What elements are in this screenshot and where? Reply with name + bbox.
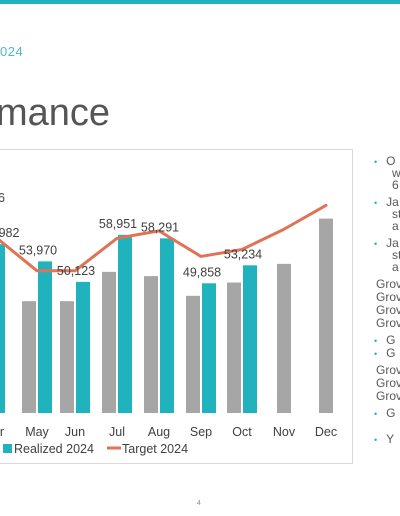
side-bullet-line: • Y: [374, 433, 394, 446]
x-tick-label: Jul: [109, 425, 125, 439]
bullet-text: Ja: [386, 236, 399, 250]
legend-label-target: Target 2024: [122, 442, 188, 456]
bullet-text: G: [386, 406, 396, 420]
bar-realized: [160, 238, 174, 413]
data-label: 50,123: [57, 264, 95, 278]
bullet-dot: •: [374, 349, 378, 359]
bar-forecast: [22, 301, 36, 413]
data-label: 58,951: [99, 217, 137, 231]
bullet-dot: •: [374, 409, 378, 419]
bar-realized: [0, 244, 5, 413]
bullet-text: st: [392, 207, 400, 221]
bullet-text: st: [392, 248, 400, 262]
bar-realized: [118, 234, 132, 413]
slide-title: mance: [0, 92, 111, 134]
side-bullet-line: • G: [374, 407, 396, 420]
bar-realized: [38, 261, 52, 413]
data-label: 6: [0, 191, 5, 205]
bullet-text: a: [392, 219, 399, 233]
bullet-text: O: [386, 154, 396, 168]
side-bullet-line: • Ja: [374, 237, 399, 250]
target-line: [0, 203, 328, 273]
bar-forecast: [102, 271, 116, 413]
chart-frame: 982 53,970 50,123 58,951 58,291 49,858 53,234 6…: [0, 149, 353, 464]
bullet-text: Grov: [376, 277, 400, 291]
accent-bar: [0, 0, 400, 4]
bar-forecast: [60, 301, 74, 413]
x-tick-label: Aug: [148, 425, 170, 439]
x-tick-label: May: [25, 425, 49, 439]
bullet-text: G: [386, 333, 396, 347]
bar-forecast: [186, 295, 200, 413]
data-label: 982: [0, 226, 19, 240]
bullet-dot: •: [374, 336, 378, 346]
x-tick-label: Sep: [190, 425, 212, 439]
bar-realized: [202, 283, 216, 413]
bullet-text: G: [386, 346, 396, 360]
bullet-text: Grov: [376, 363, 400, 377]
legend-label-realized: Realized 2024: [14, 442, 94, 456]
x-tick-label: Jun: [65, 425, 85, 439]
bullet-text: Ja: [386, 195, 399, 209]
data-label: 53,234: [224, 247, 262, 261]
bullet-dot: •: [374, 198, 378, 208]
page-number: 4: [197, 500, 201, 507]
bullet-text: a: [392, 260, 399, 274]
bullet-text: 6: [392, 178, 399, 192]
bullet-text: Grov: [376, 290, 400, 304]
bullet-dot: •: [374, 239, 378, 249]
bullet-text: Grov: [376, 316, 400, 330]
bar-forecast: [227, 282, 241, 413]
side-bullet-line: • G: [374, 347, 396, 360]
bullet-text: Grov: [376, 303, 400, 317]
x-tick-label: Nov: [273, 425, 296, 439]
data-label: 58,291: [141, 220, 179, 234]
bar-forecast: [144, 276, 158, 413]
bullet-dot: •: [374, 157, 378, 167]
x-tick-label: r: [0, 425, 4, 439]
side-bullet-line: • O: [374, 155, 396, 168]
bullet-text: Y: [386, 432, 395, 446]
bar-forecast: [319, 218, 333, 413]
x-tick-label: Dec: [315, 425, 337, 439]
data-label: 53,970: [19, 243, 57, 257]
side-bullet-line: • G: [374, 334, 396, 347]
data-label: 49,858: [183, 265, 221, 279]
bar-forecast: [277, 263, 291, 413]
side-bullet-line: • Ja: [374, 196, 399, 209]
slide-subtitle: 024: [0, 44, 24, 59]
x-tick-label: Oct: [232, 425, 252, 439]
bullet-text: Grov: [376, 389, 400, 403]
bullet-text: w: [392, 166, 400, 180]
bar-realized: [243, 265, 257, 413]
bar-realized: [76, 281, 90, 413]
bullet-dot: •: [374, 435, 378, 445]
bullet-text: Grov: [376, 376, 400, 390]
legend-swatch-realized: [3, 444, 12, 453]
